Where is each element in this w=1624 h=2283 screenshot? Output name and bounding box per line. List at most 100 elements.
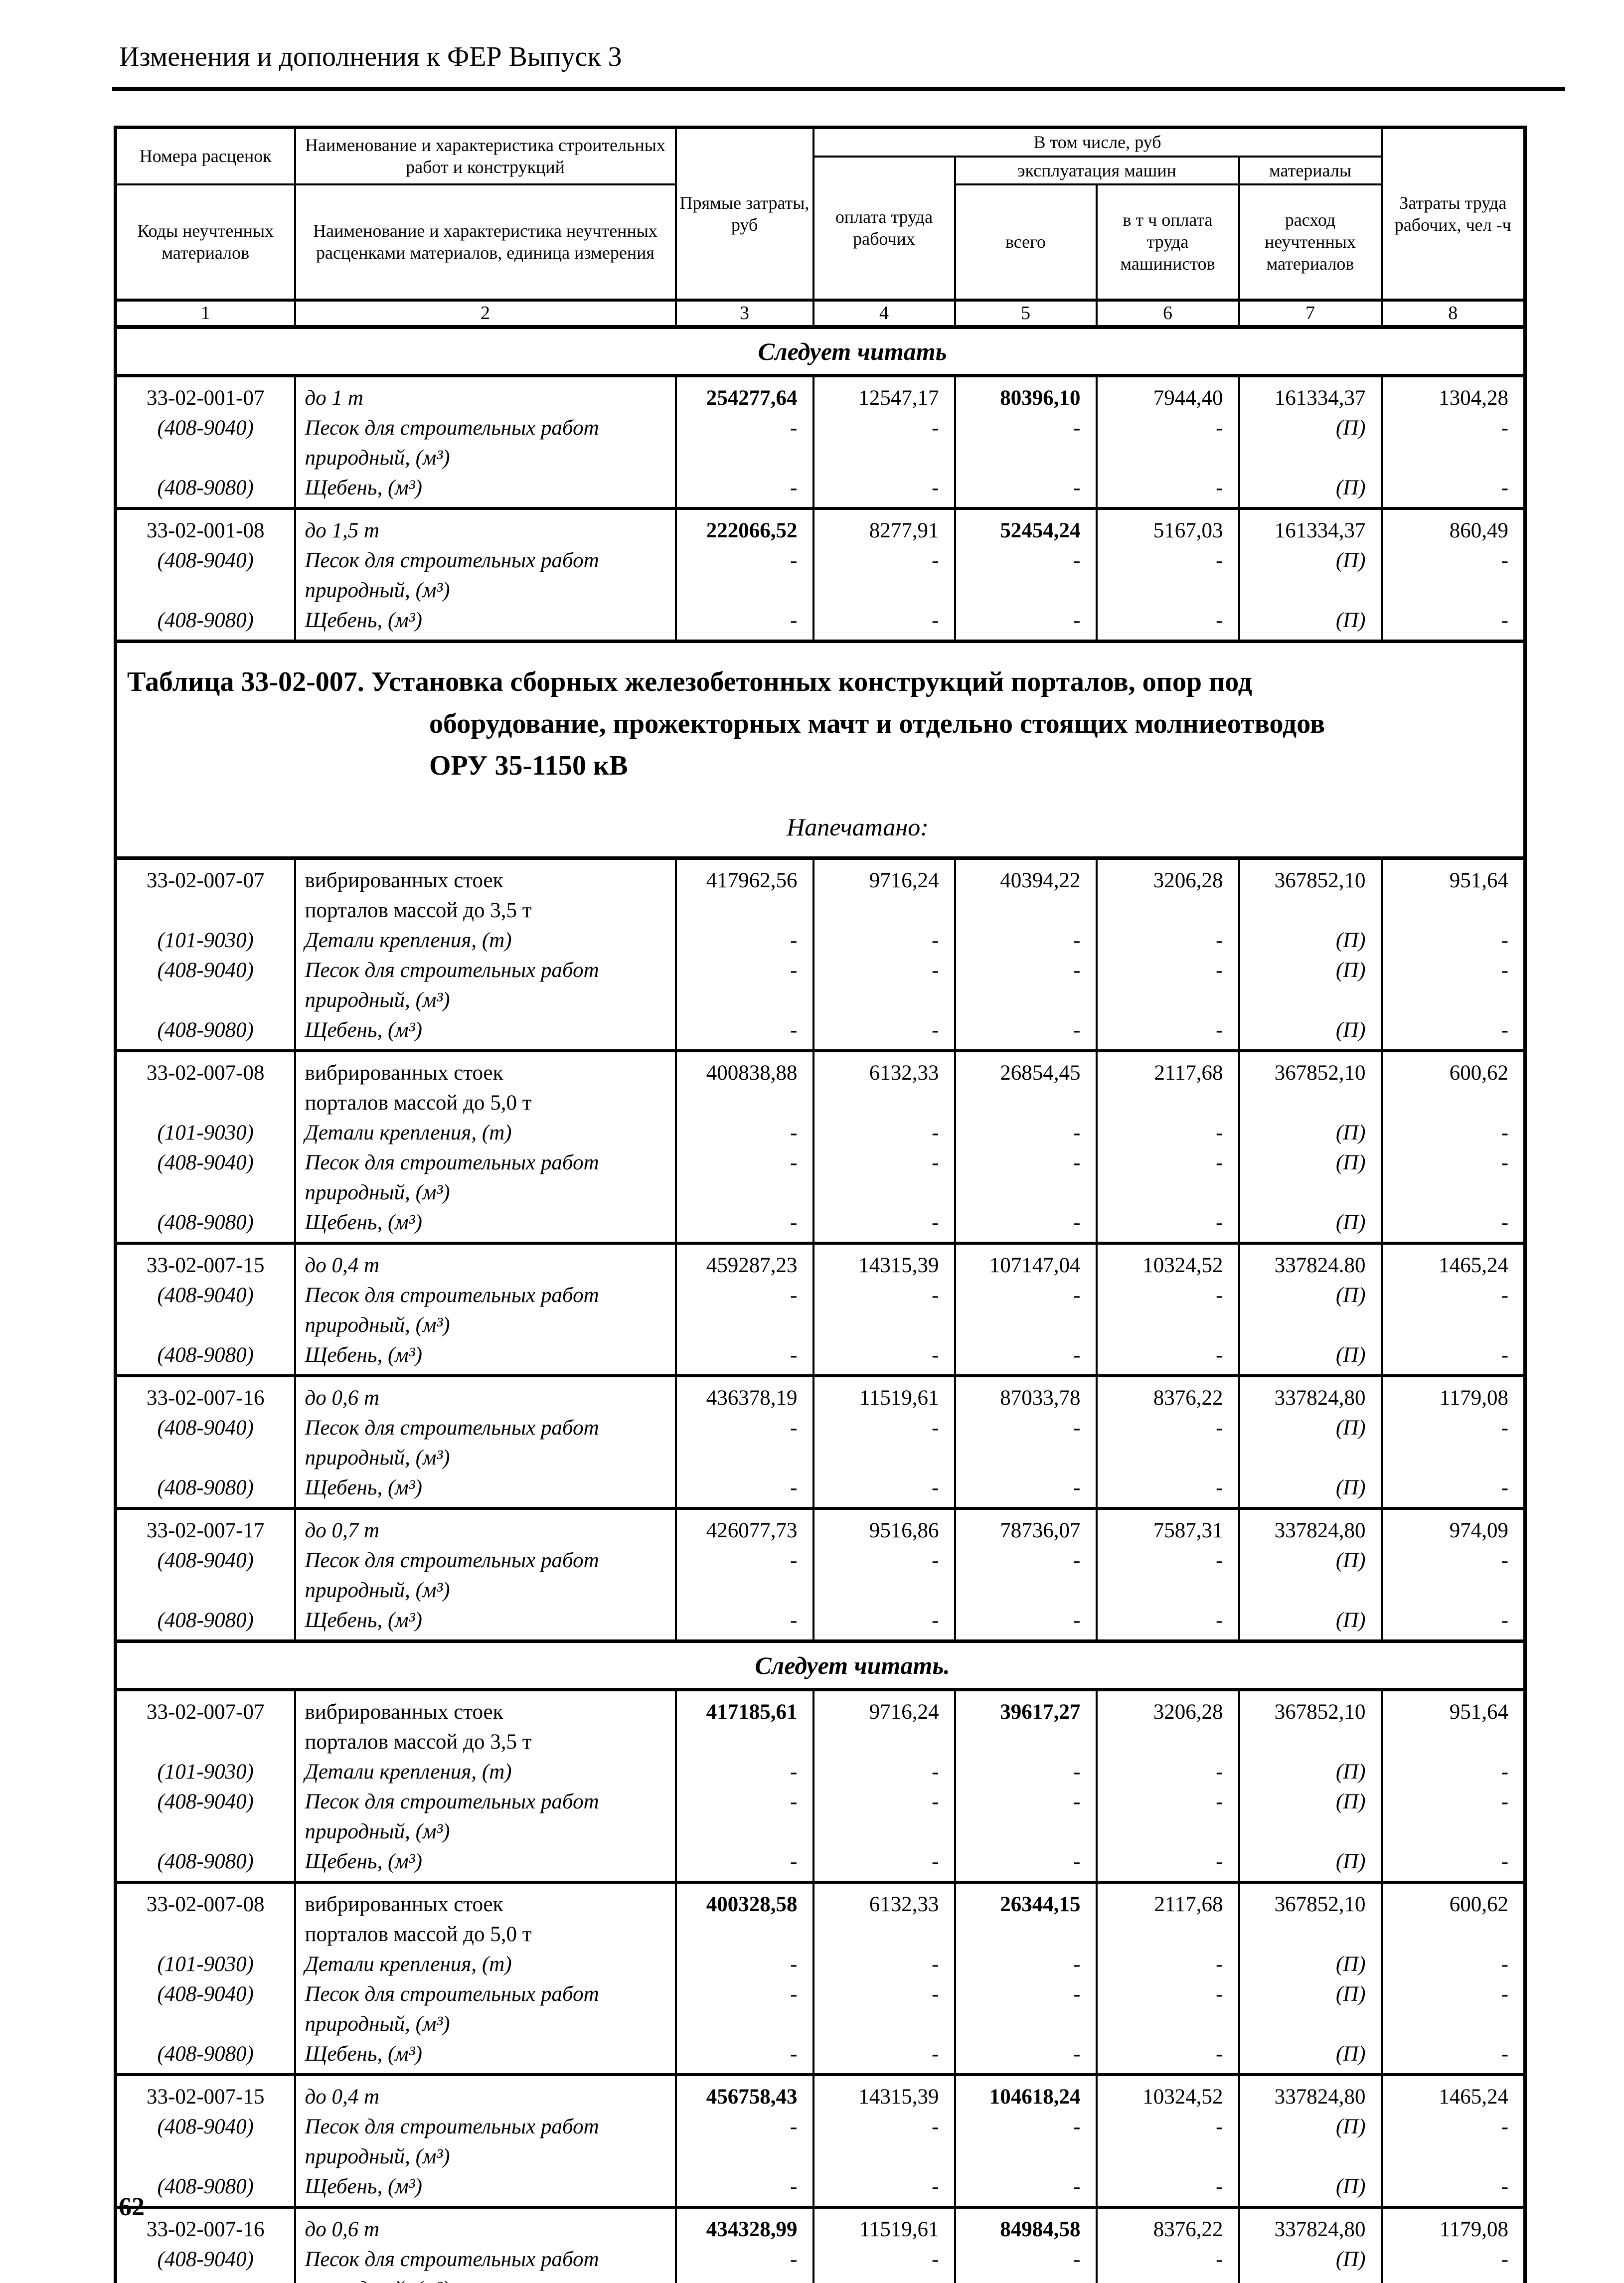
cell-text: -	[790, 928, 798, 952]
cell-line: 436378,19	[677, 1383, 812, 1413]
cell-line: -	[1098, 606, 1238, 636]
section-note-text: Следует читать.	[114, 1639, 1526, 1691]
row-cell-col5: 104618,24 - -	[954, 2073, 1098, 2208]
cell-line: -	[1098, 1787, 1238, 1817]
cell-text: до 1,5 т	[305, 518, 380, 542]
column-number: 3	[674, 298, 814, 329]
cell-line	[956, 2275, 1096, 2283]
cell-line: природный, (м³)	[296, 443, 675, 473]
cell-line: (П)	[1240, 926, 1381, 956]
cell-line	[677, 1443, 812, 1473]
row-cell-col7: 337824,80 (П) (П)	[1238, 2073, 1383, 2208]
cell-line: 1179,08	[1383, 1383, 1524, 1413]
cell-text: -	[932, 1475, 939, 1499]
cell-line: -	[956, 1208, 1096, 1238]
cell-line: 1465,24	[1383, 1251, 1524, 1281]
cell-text: 6132,33	[869, 1892, 939, 1916]
cell-line: 33-02-001-07	[117, 383, 294, 413]
table-body: Следует читать 33-02-001-07 (408-9040) (408…	[114, 325, 1526, 2283]
cell-line	[956, 2009, 1096, 2039]
cell-line: -	[1098, 1208, 1238, 1238]
cell-line: -	[814, 1787, 954, 1817]
cell-line	[117, 1443, 294, 1473]
cell-line: -	[814, 2172, 954, 2202]
cell-line: 951,64	[1383, 1697, 1524, 1727]
cell-text: -	[790, 2247, 798, 2271]
cell-line: -	[677, 546, 812, 576]
cell-line	[1383, 896, 1524, 926]
cell-line: 12547,17	[814, 383, 954, 413]
cell-line: -	[1383, 1606, 1524, 1635]
row-cell-col8: 1465,24 - -	[1380, 1241, 1526, 1377]
cell-line	[677, 1727, 812, 1757]
cell-line	[117, 1178, 294, 1208]
cell-text: 5167,03	[1153, 518, 1223, 542]
cell-line: (П)	[1240, 1546, 1381, 1576]
cell-text: Детали крепления, (т)	[305, 1760, 512, 1784]
cell-line	[1383, 2142, 1524, 2172]
cell-line: -	[1098, 1473, 1238, 1503]
cell-text: 84984,58	[1000, 2217, 1081, 2241]
cell-line: 6132,33	[814, 1890, 954, 1920]
cell-line: природный, (м³)	[296, 576, 675, 606]
cell-line	[677, 2142, 812, 2172]
cell-line: -	[814, 2039, 954, 2069]
cell-line	[1098, 576, 1238, 606]
cell-line: -	[1383, 1281, 1524, 1310]
cell-line	[677, 1920, 812, 1950]
cell-line: (408-9040)	[117, 413, 294, 443]
cell-line: вибрированных стоек	[296, 866, 675, 896]
cell-text: 456758,43	[706, 2085, 798, 2109]
cell-text: 426077,73	[706, 1518, 798, 1542]
cell-text: Щебень, (м³)	[305, 1343, 422, 1367]
cell-line: 10324,52	[1098, 1251, 1238, 1281]
cell-text: -	[1501, 476, 1509, 499]
row-cell-col1: 33-02-007-15 (408-9040) (408-9080)	[114, 1241, 296, 1377]
row-cell-col2: вибрированных стоек порталов массой до 3,…	[294, 1688, 677, 1883]
cell-line: Песок для строительных работ	[296, 1546, 675, 1576]
cell-text: -	[790, 1210, 798, 1234]
cell-line	[1098, 1817, 1238, 1847]
cell-line	[814, 443, 954, 473]
cell-line: (П)	[1240, 1413, 1381, 1443]
cell-line	[1098, 985, 1238, 1015]
row-cell-col4: 6132,33 - - -	[812, 1049, 956, 1244]
cell-line: вибрированных стоек	[296, 1890, 675, 1920]
rate-row: 33-02-001-07 (408-9040) (408-9080) до 1 т Пе…	[114, 374, 1526, 509]
cell-line: -	[814, 1118, 954, 1148]
cell-text: Щебень, (м³)	[305, 1608, 422, 1632]
row-cell-col5: 39617,27 - - -	[954, 1688, 1098, 1883]
cell-text: -	[1216, 1548, 1223, 1572]
cell-text: 7587,31	[1153, 1518, 1223, 1542]
cell-line: -	[814, 473, 954, 503]
cell-line	[117, 2142, 294, 2172]
cell-line: -	[1098, 2112, 1238, 2142]
cell-line: 254277,64	[677, 383, 812, 413]
cell-line: Детали крепления, (т)	[296, 1757, 675, 1787]
cell-line: Песок для строительных работ	[296, 1148, 675, 1178]
cell-text: -	[1501, 2042, 1509, 2066]
cell-line	[677, 443, 812, 473]
cell-line: 84984,58	[956, 2215, 1096, 2245]
row-cell-col4: 8277,91 - -	[812, 506, 956, 642]
cell-line	[677, 1178, 812, 1208]
cell-line: 337824.80	[1240, 1251, 1381, 1281]
section-note-corrected-1: Следует читать	[114, 325, 1526, 377]
cell-text: (408-9040)	[157, 416, 254, 440]
cell-text: природный, (м³)	[305, 1446, 450, 1469]
cell-line	[1098, 1576, 1238, 1606]
cell-line: Детали крепления, (т)	[296, 926, 675, 956]
cell-text: 436378,19	[706, 1386, 798, 1410]
cell-line	[1240, 1920, 1381, 1950]
row-cell-col1: 33-02-007-08 (101-9030) (408-9040) (408-908…	[114, 1049, 296, 1244]
cell-text: порталов массой до 3,5 т	[305, 898, 532, 922]
row-cell-col5: 87033,78 - -	[954, 1374, 1098, 1509]
cell-line: -	[814, 1606, 954, 1635]
cell-line: -	[1383, 926, 1524, 956]
cell-text: (408-9080)	[157, 608, 254, 632]
row-cell-col5: 80396,10 - -	[954, 374, 1098, 509]
cell-text: вибрированных стоек	[305, 1700, 503, 1724]
cell-line: 367852,10	[1240, 866, 1381, 896]
cell-text: Песок для строительных работ	[305, 1283, 599, 1307]
cell-line: 33-02-007-15	[117, 1251, 294, 1281]
